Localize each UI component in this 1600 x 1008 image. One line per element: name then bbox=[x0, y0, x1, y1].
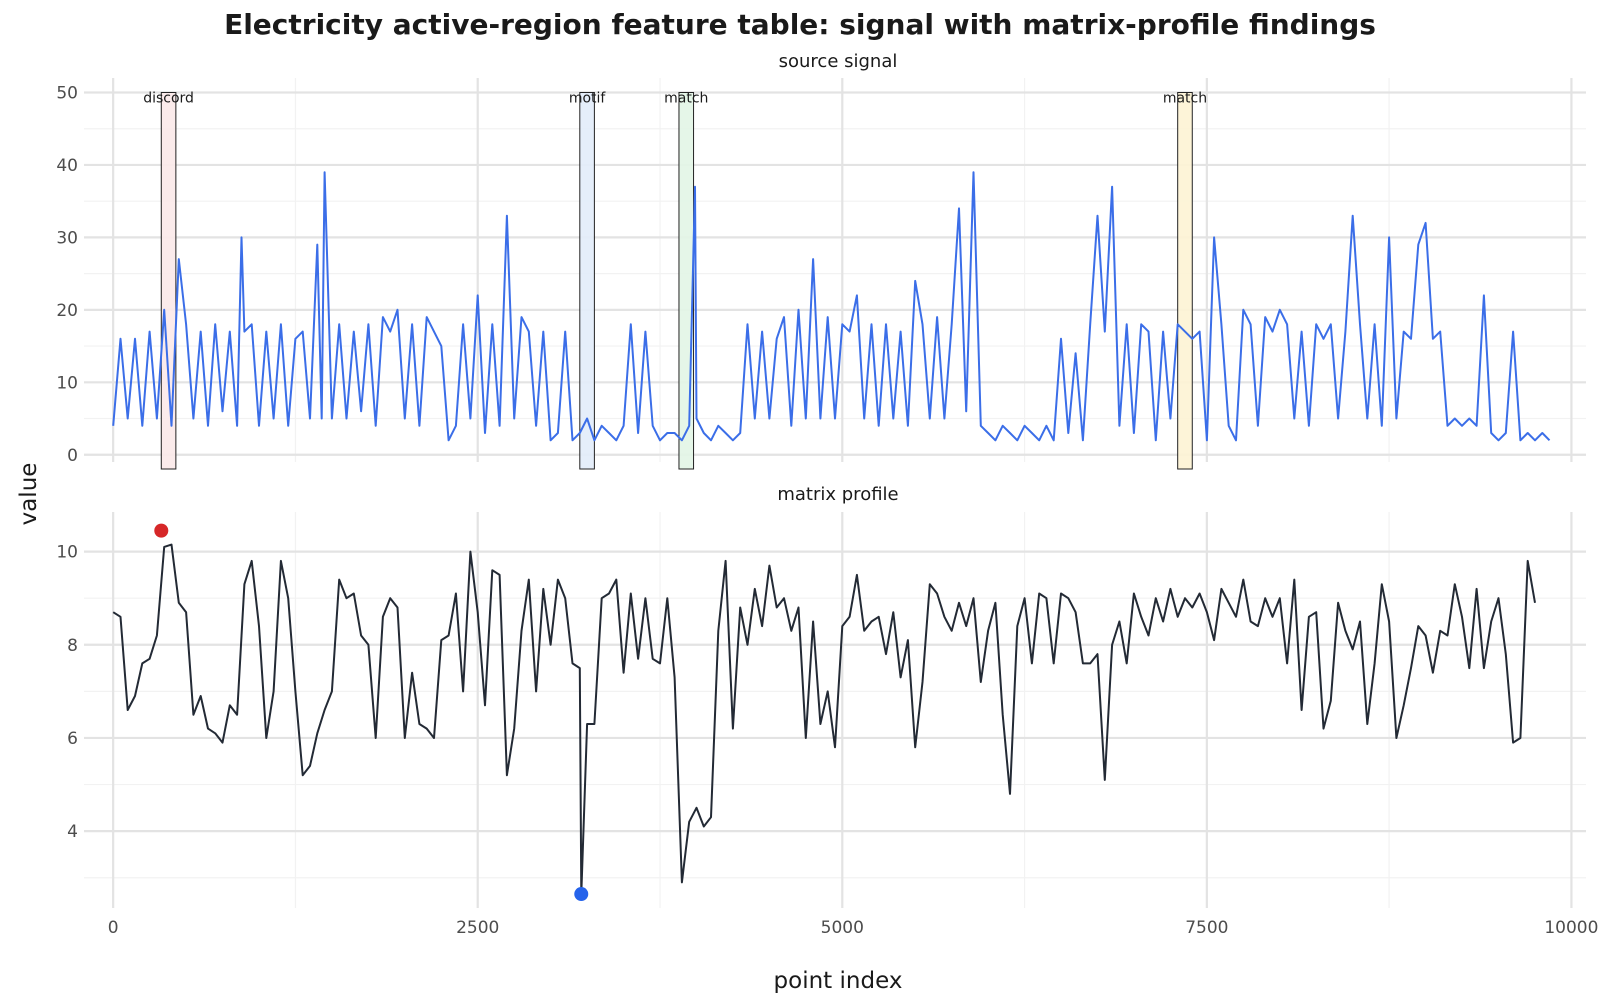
region-discord-label: discord bbox=[143, 90, 194, 106]
x-tick-label: 0 bbox=[108, 918, 119, 938]
region-discord-box bbox=[160, 91, 177, 470]
panel-1-y-tick-label: 40 bbox=[56, 156, 78, 176]
discord-marker bbox=[154, 523, 169, 538]
x-tick-label: 2500 bbox=[456, 918, 499, 938]
series-lines bbox=[112, 171, 1551, 895]
x-tick-label: 10000 bbox=[1544, 918, 1598, 938]
region-match-box bbox=[1177, 91, 1193, 470]
panel-1-y-tick-label: 10 bbox=[56, 373, 78, 393]
motif-marker bbox=[574, 887, 589, 902]
y-axis-title: value bbox=[16, 463, 42, 526]
panel-1-y-tick-label: 30 bbox=[56, 228, 78, 248]
region-match-label: match bbox=[1163, 90, 1207, 106]
finding-markers bbox=[154, 523, 589, 902]
region-match-label: match bbox=[664, 90, 708, 106]
panel-2-y-tick-label: 6 bbox=[67, 729, 78, 749]
panel-2-facet-label: matrix profile bbox=[777, 484, 898, 505]
x-tick-label: 5000 bbox=[821, 918, 864, 938]
chart-title: Electricity active-region feature table:… bbox=[224, 8, 1376, 41]
panel-1-series-line-1 bbox=[112, 171, 1551, 442]
panel-2-y-tick-label: 8 bbox=[67, 636, 78, 656]
region-match-box bbox=[678, 91, 695, 470]
panel-1-y-tick-label: 20 bbox=[56, 301, 78, 321]
x-tick-label: 7500 bbox=[1185, 918, 1228, 938]
panel-2-y-tick-label: 10 bbox=[56, 543, 78, 563]
panel-1-y-tick-label: 50 bbox=[56, 83, 78, 103]
panel-1-facet-label: source signal bbox=[779, 51, 898, 72]
region-motif-label: motif bbox=[569, 90, 607, 106]
region-motif-box bbox=[579, 91, 595, 470]
panel-2-series-line-1 bbox=[112, 543, 1536, 895]
panel-1-y-tick-label: 0 bbox=[67, 446, 78, 466]
x-axis-title: point index bbox=[774, 968, 903, 994]
panel-2-y-tick-label: 4 bbox=[67, 822, 78, 842]
